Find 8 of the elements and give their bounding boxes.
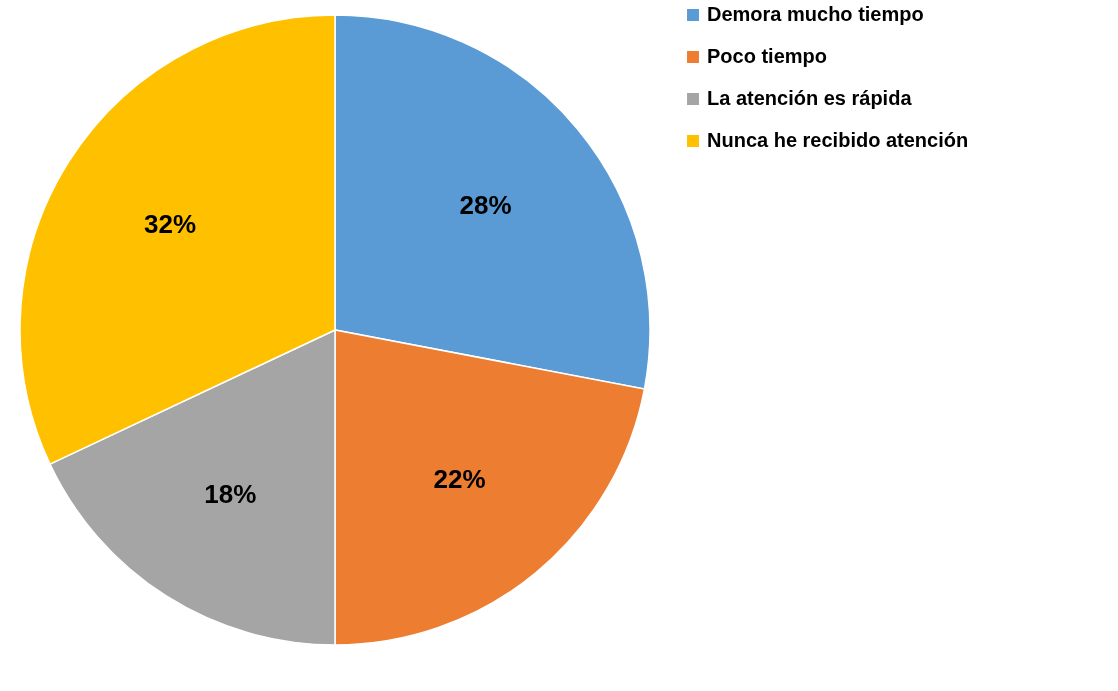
legend-label: La atención es rápida: [707, 87, 913, 109]
legend-label: Demora mucho tiempo: [707, 3, 924, 25]
legend-label: Poco tiempo: [707, 45, 828, 67]
data-label: 28%: [459, 189, 512, 220]
data-label: 18%: [204, 478, 257, 509]
data-label: 22%: [433, 464, 486, 495]
legend-label: Nunca he recibido atención: [707, 129, 969, 151]
data-label: 32%: [144, 209, 197, 240]
